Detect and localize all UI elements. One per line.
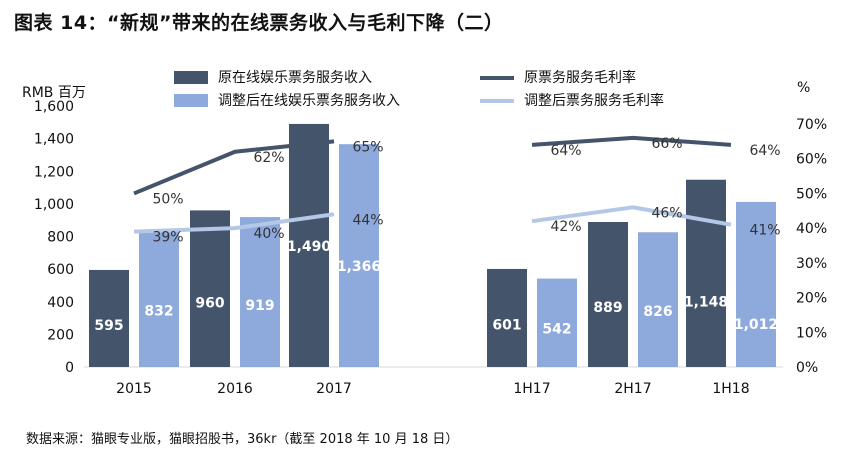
bar-data-label: 542	[542, 321, 571, 337]
y-axis-label: RMB 百万	[22, 85, 86, 101]
legend-label: 原在线娱乐票务服务收入	[218, 70, 372, 86]
legend-label: 原票务服务毛利率	[524, 69, 636, 86]
x-tick-label: 2015	[116, 381, 152, 397]
bar	[89, 269, 129, 367]
bar-data-label: 1,366	[337, 259, 381, 275]
y2-tick-label: 0%	[796, 360, 818, 376]
bar-data-label: 960	[195, 295, 224, 311]
bar-data-label: 919	[245, 298, 274, 314]
series-line	[531, 135, 732, 147]
bar	[190, 210, 230, 367]
y2-tick-label: 50%	[796, 186, 827, 202]
y2-tick-label: 40%	[796, 221, 827, 237]
bar	[638, 232, 678, 367]
bar-data-label: 889	[593, 300, 622, 316]
y2-tick-label: 60%	[796, 152, 827, 168]
y2-tick-label: 30%	[796, 256, 827, 272]
bar-data-label: 1,490	[287, 239, 332, 255]
combo-chart: 0 200 400 600 800 1,000 1,200 1,400 1,600 0% 10% 20…	[22, 69, 827, 397]
line-data-label: 64%	[749, 143, 780, 159]
series-line	[531, 205, 732, 227]
bar	[487, 268, 527, 367]
bar-data-label: 1,012	[734, 317, 778, 333]
bar-data-label: 595	[94, 318, 123, 334]
legend-swatch	[174, 94, 208, 107]
line-data-label: 40%	[253, 226, 284, 242]
x-tick-label: 2017	[316, 381, 352, 397]
y-tick-label: 1,000	[34, 197, 74, 213]
line-data-label: 41%	[749, 223, 780, 239]
bar-data-label: 601	[492, 318, 521, 334]
bar	[588, 221, 628, 367]
x-tick-label: 2H17	[614, 381, 651, 397]
source-note: 数据来源：猫眼专业版，猫眼招股书，36kr（截至 2018 年 10 月 18 …	[26, 432, 459, 447]
bar	[139, 231, 179, 367]
bar	[736, 201, 776, 367]
y2-axis-label: %	[797, 80, 810, 96]
y-tick-label: 600	[47, 262, 74, 278]
y-tick-label: 0	[65, 360, 74, 376]
series-line	[133, 212, 335, 234]
x-tick-label: 2016	[217, 381, 253, 397]
x-tick-label: 1H17	[513, 381, 550, 397]
legend-label: 调整后票务服务毛利率	[524, 92, 664, 109]
series-line	[133, 139, 335, 196]
bar-data-label: 832	[144, 303, 173, 319]
y-tick-label: 1,200	[34, 164, 74, 180]
bar-data-label: 1,148	[684, 295, 728, 311]
line-data-label: 62%	[253, 150, 284, 166]
y2-tick-label: 20%	[796, 291, 827, 307]
y-tick-label: 1,600	[34, 99, 74, 115]
line-data-label: 66%	[651, 136, 682, 152]
bar	[289, 123, 329, 367]
bar	[537, 278, 577, 367]
line-data-label: 46%	[651, 205, 682, 221]
line-data-label: 44%	[352, 212, 383, 228]
legend-label: 调整后在线娱乐票务服务收入	[218, 93, 400, 109]
y-tick-label: 800	[47, 230, 74, 246]
line-data-label: 64%	[550, 143, 581, 159]
line-data-label: 42%	[550, 219, 581, 235]
y2-tick-label: 70%	[796, 117, 827, 133]
bar	[240, 217, 280, 367]
line-data-label: 50%	[152, 191, 183, 207]
bar	[686, 179, 726, 367]
bar	[339, 144, 379, 367]
x-tick-label: 1H18	[712, 381, 749, 397]
line-data-label: 39%	[152, 230, 183, 246]
y2-tick-label: 10%	[796, 325, 827, 341]
line-data-label: 65%	[352, 139, 383, 155]
y-tick-label: 1,400	[34, 132, 74, 148]
y-tick-label: 400	[47, 295, 74, 311]
legend-swatch	[174, 71, 208, 84]
y-tick-label: 200	[47, 327, 74, 343]
chart-title: 图表 14：“新规”带来的在线票务收入与毛利下降（二）	[14, 12, 504, 34]
bar-data-label: 826	[643, 304, 672, 320]
